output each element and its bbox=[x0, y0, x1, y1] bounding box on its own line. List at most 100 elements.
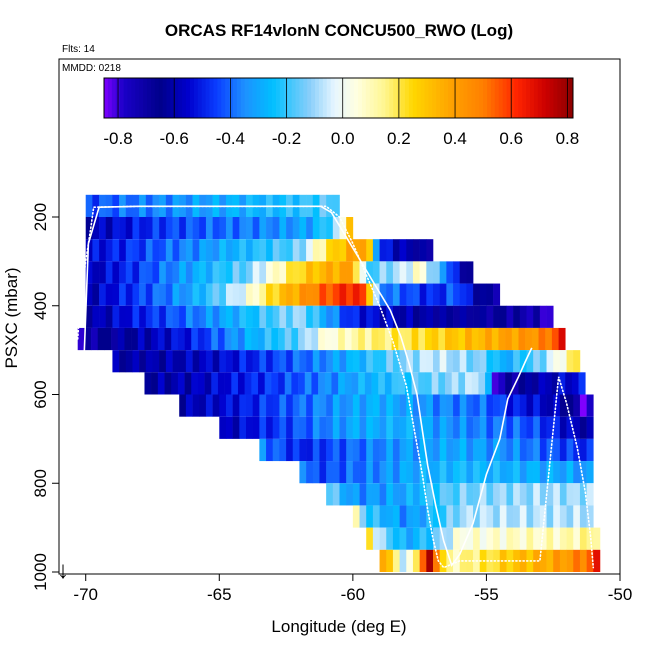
heatmap-cell bbox=[479, 350, 487, 373]
heatmap-cell bbox=[499, 305, 507, 328]
colorbar-swatch bbox=[498, 78, 504, 118]
heatmap-cell bbox=[466, 416, 474, 439]
heatmap-cell bbox=[426, 416, 434, 439]
heatmap-cell bbox=[446, 527, 454, 550]
heatmap-cell bbox=[286, 350, 294, 373]
colorbar-swatch bbox=[119, 78, 124, 118]
colorbar-swatch bbox=[487, 78, 492, 118]
heatmap-cell bbox=[192, 217, 200, 240]
heatmap-cell bbox=[412, 394, 420, 417]
heatmap-cell bbox=[546, 416, 554, 439]
colorbar-swatch bbox=[127, 78, 132, 118]
colorbar-swatch bbox=[315, 78, 320, 118]
x-tick-label: -60 bbox=[341, 585, 366, 604]
heatmap-cell bbox=[392, 305, 400, 328]
heatmap-cell bbox=[386, 438, 394, 462]
heatmap-cell bbox=[433, 394, 440, 417]
heatmap-cell bbox=[286, 261, 294, 284]
heatmap-cell bbox=[332, 461, 340, 484]
heatmap-cell bbox=[566, 505, 574, 528]
heatmap-cell bbox=[212, 350, 220, 373]
heatmap-cell bbox=[386, 239, 394, 262]
heatmap-cell bbox=[286, 416, 294, 439]
heatmap-cell bbox=[132, 217, 140, 240]
heatmap-cell bbox=[231, 327, 239, 351]
heatmap-cell bbox=[372, 416, 380, 439]
colorbar-swatch bbox=[354, 78, 359, 118]
heatmap-cell bbox=[493, 505, 501, 528]
heatmap-cell bbox=[152, 217, 160, 240]
heatmap-cell bbox=[139, 239, 147, 262]
heatmap-cell bbox=[339, 305, 347, 328]
heatmap-cell bbox=[319, 305, 327, 328]
colorbar-swatch bbox=[311, 78, 316, 118]
colorbar-swatch bbox=[471, 78, 476, 118]
heatmap-cell bbox=[185, 239, 193, 262]
heatmap-cell bbox=[466, 505, 474, 528]
heatmap-cell bbox=[85, 305, 93, 328]
heatmap-cell bbox=[533, 394, 541, 417]
heatmap-cell bbox=[586, 416, 594, 439]
heatmap-cell bbox=[152, 239, 160, 262]
heatmap-cell bbox=[339, 350, 347, 373]
heatmap-cell bbox=[291, 372, 299, 395]
heatmap-cell bbox=[264, 327, 272, 351]
heatmap-cell bbox=[359, 483, 367, 506]
heatmap-cell bbox=[119, 261, 127, 284]
colorbar-swatch bbox=[295, 78, 300, 118]
heatmap-cell bbox=[199, 283, 207, 306]
heatmap-cell bbox=[266, 239, 274, 262]
heatmap-cell bbox=[539, 549, 547, 572]
heatmap-cell bbox=[252, 261, 260, 284]
colorbar-tick-label: -0.4 bbox=[216, 129, 245, 148]
heatmap-cell bbox=[533, 461, 541, 484]
heatmap-cell bbox=[553, 483, 561, 506]
heatmap-cell bbox=[237, 372, 245, 395]
heatmap-cell bbox=[246, 350, 253, 373]
heatmap-cell bbox=[466, 438, 474, 462]
heatmap-cell bbox=[286, 283, 294, 306]
heatmap-cell bbox=[579, 416, 587, 439]
heatmap-cell bbox=[426, 305, 434, 328]
heatmap-cell bbox=[479, 438, 487, 462]
heatmap-cell bbox=[392, 527, 400, 550]
heatmap-cell bbox=[112, 217, 120, 240]
heatmap-cell bbox=[212, 305, 220, 328]
heatmap-cell bbox=[506, 416, 514, 439]
colorbar-tick-label: 0.4 bbox=[443, 129, 467, 148]
colorbar-tick-label: -0.6 bbox=[160, 129, 189, 148]
heatmap-cell bbox=[431, 372, 439, 395]
colorbar-swatch bbox=[338, 78, 343, 118]
heatmap-cell bbox=[351, 327, 359, 351]
heatmap-cell bbox=[372, 350, 380, 373]
heatmap-cell bbox=[499, 527, 507, 550]
heatmap-cell bbox=[179, 305, 187, 328]
colorbar-tick-label: -0.8 bbox=[103, 129, 132, 148]
heatmap-cell bbox=[372, 394, 380, 417]
heatmap-cell bbox=[232, 217, 240, 240]
heatmap-cell bbox=[312, 217, 320, 240]
heatmap-cell bbox=[299, 217, 307, 240]
heatmap-cell bbox=[266, 305, 274, 328]
heatmap-cell bbox=[332, 350, 340, 373]
heatmap-cell bbox=[419, 416, 427, 439]
heatmap-cell bbox=[346, 261, 354, 284]
heatmap-cell bbox=[426, 549, 434, 572]
heatmap-cell bbox=[352, 305, 360, 328]
heatmap-cell bbox=[412, 527, 420, 550]
heatmap-cell bbox=[177, 372, 185, 395]
heatmap-cell bbox=[493, 527, 501, 550]
heatmap-cell bbox=[284, 372, 292, 395]
heatmap-cell bbox=[392, 416, 400, 439]
heatmap-cell bbox=[471, 372, 479, 395]
heatmap-cell bbox=[185, 305, 193, 328]
heatmap-cell bbox=[292, 217, 300, 240]
heatmap-cell bbox=[466, 283, 474, 306]
heatmap-cell bbox=[372, 461, 380, 484]
heatmap-cell bbox=[279, 305, 287, 328]
colorbar-swatch bbox=[123, 78, 128, 118]
heatmap-cell bbox=[486, 461, 494, 484]
heatmap-cell bbox=[573, 527, 581, 550]
colorbar-swatch bbox=[440, 78, 445, 118]
